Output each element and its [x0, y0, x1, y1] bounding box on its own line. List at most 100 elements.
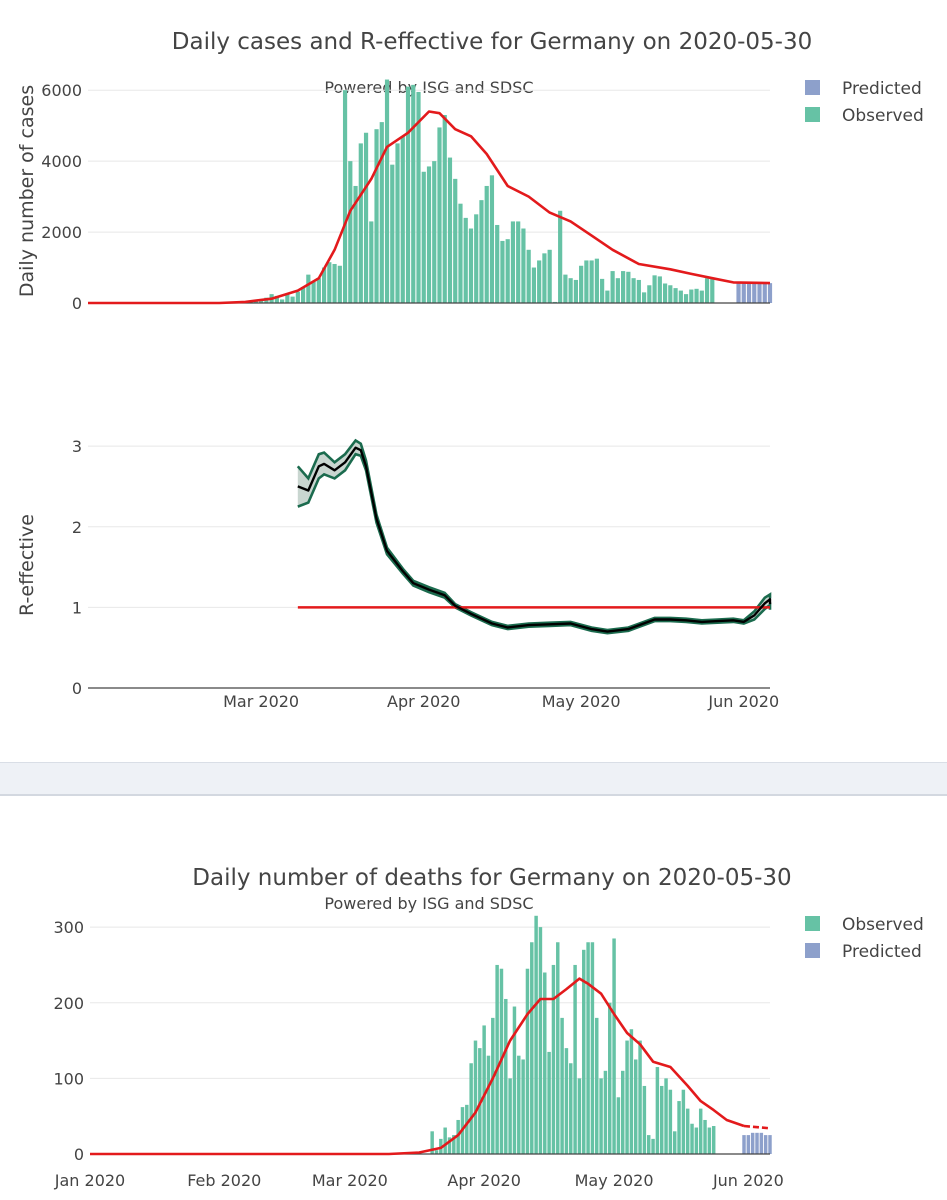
- legend-observed-label[interactable]: Observed: [842, 106, 924, 126]
- r-x-tick-label: May 2020: [542, 692, 621, 711]
- deaths-observed-bar: [495, 964, 499, 1154]
- cases-observed-bar: [584, 260, 589, 303]
- cases-predicted-bar: [741, 283, 746, 303]
- deaths-smoothed-forecast-path: [743, 1124, 771, 1130]
- cases-observed-bar: [558, 210, 563, 303]
- deaths-chart-subtitle: Powered by ISG and SDSC: [324, 894, 533, 913]
- cases-observed-bar: [463, 217, 468, 303]
- deaths-observed-bar: [512, 1006, 517, 1154]
- deaths-observed-bar: [638, 1040, 642, 1154]
- r-x-tick-label: Apr 2020: [387, 692, 460, 711]
- deaths-observed-bar: [434, 1150, 439, 1154]
- cases-observed-bar: [300, 287, 306, 303]
- deaths-predicted-bar: [759, 1132, 764, 1154]
- deaths-predicted-bar: [750, 1132, 755, 1154]
- deaths-observed-bar: [443, 1127, 447, 1154]
- deaths-observed-bar: [482, 1025, 486, 1154]
- deaths-observed-bar: [651, 1138, 655, 1154]
- cases-observed-bar: [605, 290, 610, 303]
- deaths-predicted-bar: [746, 1135, 751, 1154]
- cases-observed-bar: [390, 164, 395, 303]
- deaths-observed-bar: [521, 1059, 525, 1154]
- cases-observed-bar: [400, 136, 405, 303]
- legend-observed-swatch[interactable]: [805, 916, 820, 931]
- deaths-observed-bar: [508, 1078, 512, 1154]
- cases-observed-bar: [295, 291, 300, 303]
- deaths-predicted-bar: [755, 1132, 759, 1154]
- deaths-x-tick-label: Jan 2020: [54, 1171, 125, 1190]
- cases-predicted-bar: [746, 283, 752, 303]
- deaths-observed-bar: [504, 998, 508, 1154]
- cases-observed-bar: [442, 115, 447, 303]
- cases-observed-bar: [521, 228, 526, 303]
- cases-observed-bar: [495, 224, 500, 303]
- deaths-observed-bar: [478, 1048, 482, 1154]
- deaths-observed-bars: [430, 915, 716, 1154]
- cases-y-tick-label: 0: [72, 294, 82, 313]
- cases-observed-bar: [537, 260, 542, 303]
- cases-observed-bar: [704, 278, 710, 303]
- deaths-observed-bar: [430, 1131, 434, 1154]
- r-y-tick-label: 3: [72, 437, 82, 456]
- deaths-observed-bar: [560, 1017, 564, 1154]
- deaths-observed-bar: [551, 964, 556, 1154]
- cases-observed-bar: [621, 271, 626, 303]
- cases-observed-bar: [589, 260, 594, 303]
- deaths-observed-bar: [659, 1085, 664, 1154]
- cases-observed-bar: [421, 171, 426, 303]
- deaths-legend[interactable]: Observed Predicted: [805, 915, 924, 962]
- r-y-axis-title: R-effective: [16, 514, 38, 616]
- deaths-observed-bar: [655, 1067, 660, 1154]
- deaths-x-ticks: Jan 2020 Feb 2020 Mar 2020 Apr 2020 May 2020…: [54, 1171, 784, 1190]
- cases-observed-bar: [600, 278, 605, 303]
- deaths-observed-bar: [473, 1040, 478, 1154]
- cases-observed-bar: [348, 161, 353, 303]
- cases-observed-bar: [316, 278, 321, 303]
- deaths-predicted-bar: [768, 1135, 772, 1154]
- deaths-y-tick-label: 0: [74, 1145, 84, 1164]
- deaths-observed-bar: [625, 1040, 629, 1154]
- deaths-x-tick-label: Jun 2020: [712, 1171, 784, 1190]
- deaths-observed-bar: [590, 942, 595, 1154]
- cases-observed-bar: [479, 200, 484, 303]
- cases-observed-bar: [710, 277, 715, 303]
- deaths-observed-bar: [534, 915, 538, 1154]
- legend-predicted-label[interactable]: Predicted: [842, 79, 922, 99]
- cases-observed-bar: [290, 296, 295, 303]
- cases-observed-bar: [337, 265, 342, 303]
- deaths-observed-bar: [612, 938, 616, 1154]
- legend-predicted-swatch[interactable]: [805, 943, 820, 958]
- deaths-observed-bar: [595, 1017, 599, 1154]
- deaths-figure: Daily number of deaths for Germany on 20…: [0, 796, 947, 1200]
- legend-observed-swatch[interactable]: [805, 107, 820, 122]
- cases-legend[interactable]: Predicted Observed: [805, 79, 924, 126]
- cases-observed-bars: [227, 79, 715, 303]
- deaths-observed-bar: [573, 964, 577, 1154]
- cases-observed-bar: [259, 300, 264, 303]
- cases-observed-bar: [505, 239, 510, 303]
- cases-observed-bar: [657, 276, 662, 303]
- deaths-observed-bar: [465, 1104, 469, 1154]
- deaths-observed-bar: [599, 1078, 603, 1154]
- legend-predicted-swatch[interactable]: [805, 80, 820, 95]
- deaths-x-tick-label: Mar 2020: [312, 1171, 388, 1190]
- deaths-observed-bar: [694, 1127, 699, 1154]
- deaths-observed-bar: [646, 1135, 651, 1154]
- cases-chart-title: Daily cases and R-effective for Germany …: [172, 29, 812, 55]
- r-y-tick-label: 0: [72, 679, 82, 698]
- cases-observed-bar: [542, 253, 547, 303]
- cases-observed-bar: [358, 143, 363, 303]
- cases-observed-bar: [610, 271, 615, 303]
- cases-predicted-bar: [752, 283, 757, 303]
- deaths-observed-bar: [621, 1070, 625, 1154]
- deaths-observed-bar: [629, 1029, 634, 1154]
- deaths-observed-bar: [491, 1017, 495, 1154]
- deaths-y-tick-label: 200: [53, 994, 84, 1013]
- cases-observed-bar: [594, 258, 599, 303]
- cases-r-figure: Daily cases and R-effective for Germany …: [16, 29, 924, 711]
- cases-observed-bar: [484, 185, 489, 303]
- r-x-tick-label: Mar 2020: [223, 692, 299, 711]
- legend-predicted-label[interactable]: Predicted: [842, 942, 922, 962]
- cases-observed-bar: [321, 267, 327, 303]
- legend-observed-label[interactable]: Observed: [842, 915, 924, 935]
